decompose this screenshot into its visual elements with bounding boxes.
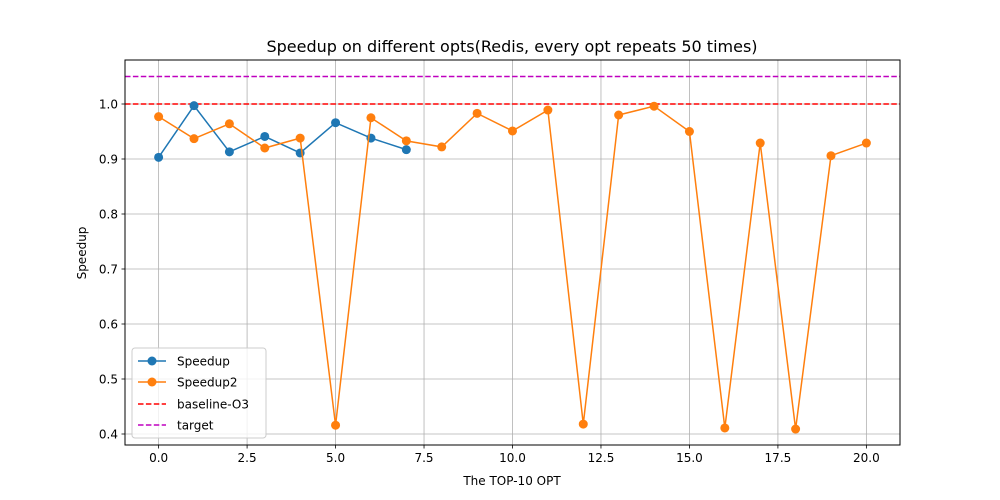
data-point-speedup — [189, 101, 199, 111]
x-tick-label: 20.0 — [853, 451, 880, 465]
data-point-speedup2 — [295, 133, 305, 143]
x-axis-label: The TOP-10 OPT — [462, 474, 561, 488]
legend-label-baseline-o3: baseline-O3 — [177, 398, 249, 412]
data-point-speedup2 — [366, 113, 376, 123]
x-tick-label: 15.0 — [676, 451, 703, 465]
x-tick-label: 2.5 — [238, 451, 257, 465]
legend: Speedup Speedup2 baseline-O3 target — [131, 347, 267, 439]
data-point-speedup — [154, 152, 164, 162]
legend-box — [131, 347, 267, 439]
data-point-speedup2 — [649, 101, 659, 111]
data-point-speedup2 — [472, 108, 482, 118]
x-tick-label: 0.0 — [149, 451, 168, 465]
data-series — [154, 101, 871, 434]
y-tick-label: 0.4 — [99, 428, 118, 442]
data-point-speedup2 — [578, 419, 588, 429]
x-tick-label: 5.0 — [326, 451, 345, 465]
series-line-speedup — [157, 104, 407, 158]
data-point-speedup2 — [154, 112, 164, 122]
data-point-speedup2 — [614, 110, 624, 120]
x-axis-ticks: 0.0 2.5 5.0 7.5 10.0 12.5 15.0 17.5 20.0 — [149, 445, 880, 465]
y-tick-label: 0.5 — [99, 373, 118, 387]
data-point-speedup2 — [437, 142, 447, 152]
data-point-speedup — [401, 145, 411, 155]
data-point-speedup2 — [508, 126, 517, 136]
x-tick-label: 10.0 — [499, 451, 526, 465]
data-point-speedup2 — [684, 127, 694, 136]
chart-title: Speedup on different opts(Redis, every o… — [266, 37, 757, 56]
data-point-speedup — [295, 148, 305, 158]
y-tick-label: 0.7 — [99, 263, 118, 277]
data-point-speedup2 — [189, 134, 199, 144]
y-tick-label: 1.0 — [99, 98, 118, 112]
legend-label-speedup2: Speedup2 — [177, 376, 237, 390]
y-tick-label: 0.9 — [99, 153, 118, 167]
data-point-speedup2 — [755, 138, 765, 148]
data-point-speedup2 — [826, 151, 836, 161]
data-point-speedup2 — [224, 119, 234, 129]
data-point-speedup2 — [331, 420, 341, 430]
data-point-speedup2 — [791, 424, 801, 434]
reference-lines — [125, 75, 900, 105]
data-point-speedup2 — [720, 423, 730, 433]
data-point-speedup — [331, 118, 341, 128]
legend-label-target: target — [177, 419, 214, 433]
y-tick-label: 0.6 — [99, 318, 118, 332]
y-tick-label: 0.8 — [99, 208, 118, 222]
data-point-speedup2 — [401, 136, 411, 146]
data-point-speedup2 — [260, 143, 270, 153]
x-tick-label: 12.5 — [588, 451, 615, 465]
data-point-speedup — [224, 147, 234, 157]
y-axis-label: Speedup — [75, 227, 89, 280]
x-tick-label: 7.5 — [414, 451, 433, 465]
legend-marker-speedup — [147, 356, 157, 366]
y-axis-ticks: 0.4 0.5 0.6 0.7 0.8 0.9 1.0 — [99, 98, 125, 442]
x-tick-label: 17.5 — [765, 451, 792, 465]
data-point-speedup2 — [861, 138, 871, 148]
data-point-speedup — [260, 131, 270, 141]
legend-label-speedup: Speedup — [177, 355, 230, 369]
data-point-speedup2 — [543, 105, 553, 115]
legend-marker-speedup2 — [147, 377, 157, 387]
